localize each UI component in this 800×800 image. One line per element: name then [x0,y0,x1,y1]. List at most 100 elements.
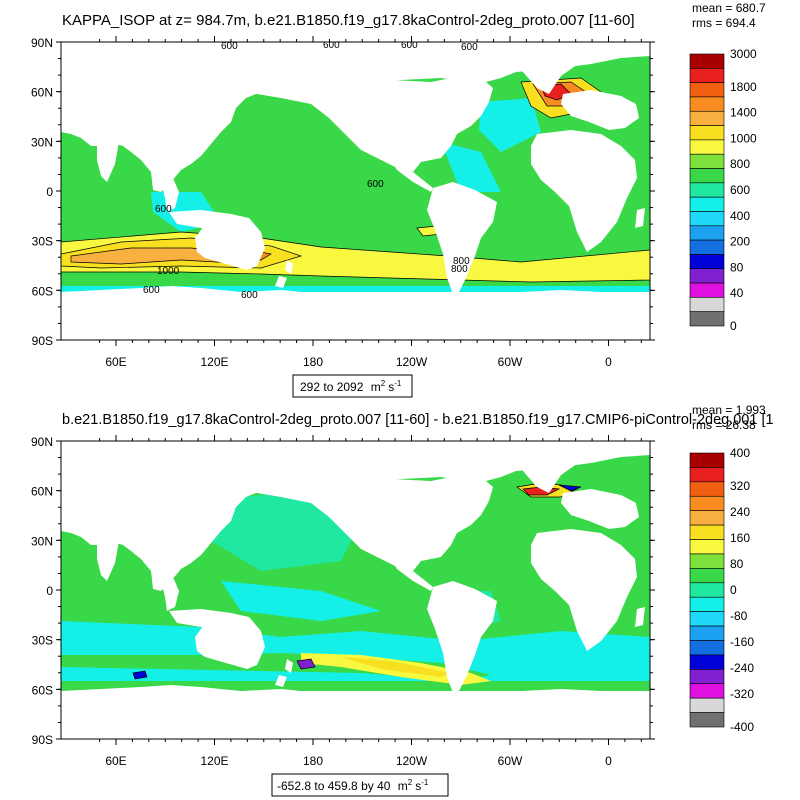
colorbar-swatch [689,182,725,198]
colorbar-label: 0 [730,583,737,597]
lat-tick-label: 90S [32,733,53,747]
contour-label: 600 [323,40,340,51]
colorbar-swatch [689,96,725,112]
colorbar-swatch [689,254,725,270]
colorbar-swatch [689,311,725,327]
colorbar-swatch [689,539,725,555]
panel-2-range-box: -652.8 to 459.8 by 40 m2 s-1 [271,773,449,797]
lon-tick-label: 180 [303,754,323,768]
lat-tick-label: 60N [31,86,53,100]
panel-2-unit-base: m [398,779,408,793]
colorbar-label: 400 [730,446,750,460]
panel-1-rms: rms = 694.4 [692,16,756,30]
panel-1-mean: mean = 680.7 [692,1,766,15]
colorbar-swatch [689,524,725,540]
colorbar-swatch [689,683,725,699]
panel-2-axes: 90N 60N 30N 0 30S 60S 90S 60E 120E 180 120W 60W 0 [31,435,655,768]
panel-1-axes: 90N 60N 30N 0 30S 60S 90S 60E 120E 180 120W 60W 0 [31,36,655,369]
lat-tick-label: 90N [31,435,53,449]
contour-label: 600 [155,204,172,215]
panel-2-unit-exp: 2 [408,778,413,787]
panel-1-antarctica-fill [61,292,650,340]
lat-tick-label: 60S [32,683,53,697]
colorbar-label: -240 [730,661,754,675]
colorbar-swatch [689,467,725,483]
colorbar-swatch [689,196,725,212]
colorbar-swatch [689,625,725,641]
lon-tick-label: 120W [396,355,428,369]
colorbar-swatch [689,553,725,569]
colorbar-swatch [689,481,725,497]
colorbar-swatch [689,697,725,713]
colorbar-swatch [689,168,725,184]
field-blue-spot-1 [132,670,148,680]
colorbar-swatch [689,282,725,298]
panel-1-title: KAPPA_ISOP at z= 984.7m, b.e21.B1850.f19… [62,12,634,29]
colorbar-label: 3000 [730,47,757,61]
svg-text:-652.8 to 459.8 by 40: -652.8 to 459.8 by 40 m2 s-1 [277,778,429,793]
contour-label: 600 [401,40,418,51]
colorbar-label: 400 [730,209,750,223]
panel-2-mean: mean = 1.993 [692,403,766,417]
panel-2-colorbar: 400 320 240 160 80 0 -80 -160 -240 -320 -400 [689,446,754,734]
lon-tick-label: 60E [105,355,126,369]
panel-1-unit-tail-exp: -1 [394,379,402,388]
lon-tick-label: 180 [303,355,323,369]
colorbar-label: 160 [730,531,750,545]
contour-label: 600 [367,179,384,190]
colorbar-swatch [689,452,725,468]
panel-2-antarctica-fill [61,691,650,739]
contour-label: 600 [221,41,238,52]
colorbar-swatch [689,110,725,126]
colorbar-swatch [689,582,725,598]
lon-tick-label: 60W [498,355,523,369]
colorbar-swatch [689,669,725,685]
colorbar-label: 320 [730,479,750,493]
colorbar-swatch [689,712,725,728]
colorbar-label: 40 [730,286,744,300]
lon-tick-label: 120W [396,754,428,768]
field-purple-spot-2 [296,658,316,670]
lat-tick-label: 30S [32,634,53,648]
lat-tick-label: 60N [31,485,53,499]
panel-2: b.e21.B1850.f19_g17.8kaControl-2deg_prot… [31,403,774,797]
panel-1: KAPPA_ISOP at z= 984.7m, b.e21.B1850.f19… [31,1,766,398]
contour-label: 600 [461,42,478,53]
colorbar-swatch [689,53,725,69]
lat-tick-label: 0 [46,584,53,598]
panel-2-unit-tail-exp: -1 [421,778,429,787]
lat-tick-label: 30S [32,235,53,249]
panel-2-map [61,441,650,739]
field-cyan-south-pacific [221,581,381,621]
colorbar-swatch [689,125,725,141]
colorbar-label: 80 [730,557,744,571]
colorbar-swatch [689,596,725,612]
panel-1-unit-exp: 2 [381,379,386,388]
colorbar-label: -400 [730,720,754,734]
colorbar-swatch [689,68,725,83]
colorbar-label: 800 [730,157,750,171]
field-cyan-n-atlantic [479,98,541,152]
lat-tick-label: 30N [31,135,53,149]
contour-label: 800 [453,256,470,267]
panel-1-unit-tail: s [388,380,394,394]
colorbar-label: 80 [730,260,744,274]
panel-2-title: b.e21.B1850.f19_g17.8kaControl-2deg_prot… [62,412,774,428]
field-blue-labrador [558,484,582,492]
panel-2-range-label: -652.8 to 459.8 by 40 [277,779,391,793]
panel-1-range-box: 292 to 2092 m2 s-1 [292,374,413,398]
colorbar-label: 1800 [730,80,757,94]
colorbar-swatch [689,568,725,584]
colorbar-swatch [689,654,725,670]
colorbar-swatch [689,297,725,312]
panel-2-unit-tail: s [415,779,421,793]
colorbar-swatch [689,211,725,227]
lon-tick-label: 60E [105,754,126,768]
lon-tick-label: 120E [200,355,228,369]
colorbar-label: 200 [730,235,750,249]
colorbar-label: -160 [730,635,754,649]
colorbar-label: -80 [730,609,748,623]
panel-2-rms: rms = 26.38 [692,418,756,432]
